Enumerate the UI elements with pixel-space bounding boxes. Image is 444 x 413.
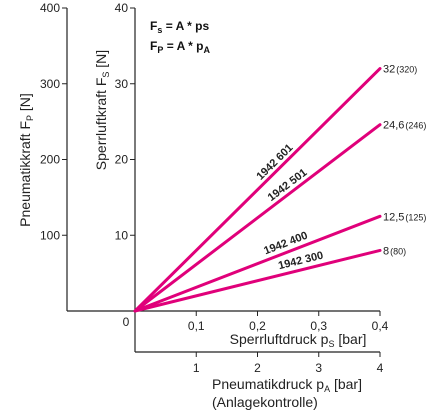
y-outer-tick-label: 400 <box>40 1 60 15</box>
series-end-value-label: 12,5(125) <box>383 211 426 223</box>
series-line-1942-601 <box>133 67 382 313</box>
formula-line: FP = A * pA <box>150 39 211 55</box>
x-inner-tick-label: 0,3 <box>310 319 327 333</box>
series-end-value-label: 24,6(246) <box>383 120 426 132</box>
y-inner-tick-label: 20 <box>115 153 129 167</box>
series-layer <box>133 67 382 313</box>
series-end-value-label: 8(80) <box>383 245 406 257</box>
formula-box-bg <box>141 12 269 64</box>
y-inner-tick-label: 40 <box>115 1 129 15</box>
series-line-1942-501 <box>133 123 382 313</box>
x-outer-tick-label: 3 <box>315 361 322 375</box>
series-line-1942-400 <box>133 214 382 313</box>
series-line-1942-300 <box>133 248 382 313</box>
x-outer-axis-title: Pneumatikdruck pA [bar] <box>212 376 362 394</box>
x-outer-tick-label: 1 <box>193 361 200 375</box>
formula-line: Fs = A * ps <box>150 19 209 35</box>
origin-label: 0 <box>123 315 130 329</box>
x-inner-tick-label: 0,1 <box>188 319 205 333</box>
x-outer-axis-title-line2: (Anlagekontrolle) <box>212 394 318 410</box>
x-outer-tick-label: 4 <box>377 361 384 375</box>
y-inner-axis-title: Sperrluftkraft FS [N] <box>93 50 111 170</box>
series-end-value-label: 32(320) <box>383 64 417 76</box>
y-outer-tick-label: 200 <box>40 153 60 167</box>
y-inner-tick-label: 10 <box>115 228 129 242</box>
formula-box: Fs = A * ps FP = A * pA <box>141 12 269 64</box>
y-outer-tick-label: 100 <box>40 228 60 242</box>
x-inner-tick-label: 0,2 <box>249 319 266 333</box>
y-outer-tick-label: 300 <box>40 77 60 91</box>
x-outer-tick-label: 2 <box>254 361 261 375</box>
y-inner-tick-label: 30 <box>115 77 129 91</box>
x-inner-axis-title: Sperrluftdruck pS [bar] <box>230 331 367 349</box>
x-inner-tick-label: 0,4 <box>372 319 389 333</box>
y-outer-axis-title: Pneumatikkraft FP [N] <box>17 93 35 227</box>
